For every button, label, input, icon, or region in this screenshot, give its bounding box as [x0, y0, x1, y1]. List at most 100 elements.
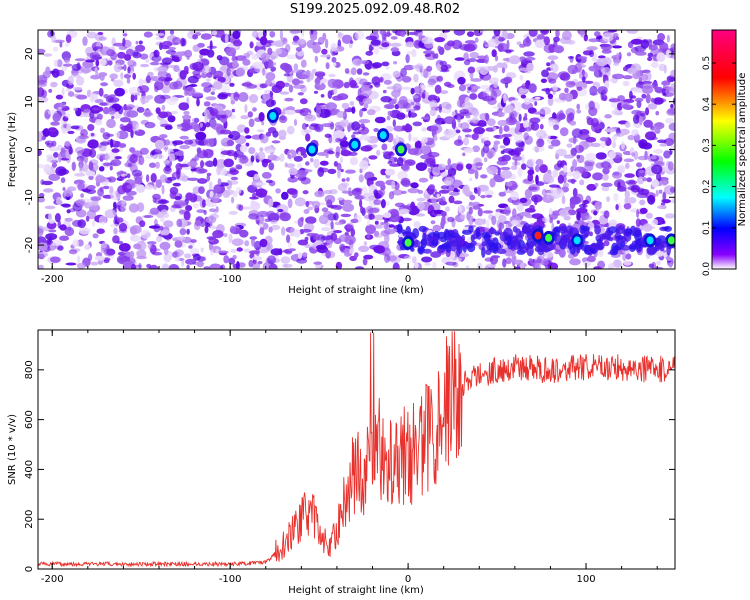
noise-speckle — [159, 229, 170, 236]
noise-speckle — [563, 165, 568, 173]
noise-speckle — [120, 204, 127, 213]
noise-speckle — [364, 171, 375, 181]
noise-speckle — [122, 37, 126, 47]
noise-speckle — [134, 129, 146, 136]
noise-speckle — [550, 63, 556, 72]
noise-speckle — [387, 151, 395, 157]
colorbar: 0.0 0.1 0.2 0.3 0.4 0.5 Normalized spectral am… — [702, 29, 748, 276]
noise-speckle — [608, 150, 616, 160]
noise-speckle — [462, 185, 471, 195]
noise-speckle — [528, 83, 537, 94]
top-x-tick-label: 100 — [576, 274, 595, 285]
colorbar-tick-label: 0.5 — [702, 56, 712, 70]
noise-speckle — [381, 42, 390, 48]
noise-speckle — [519, 74, 524, 81]
noise-speckle — [161, 57, 173, 65]
noise-speckle — [553, 163, 562, 171]
noise-speckle — [552, 112, 557, 120]
noise-speckle — [193, 117, 200, 124]
noise-speckle — [463, 147, 474, 153]
colorbar-tick-label: 0.1 — [702, 221, 712, 235]
noise-speckle — [382, 212, 392, 219]
noise-speckle — [645, 156, 653, 160]
noise-speckle — [184, 49, 193, 58]
noise-speckle — [111, 148, 120, 153]
noise-speckle — [531, 194, 543, 203]
noise-speckle — [116, 240, 124, 245]
noise-speckle — [424, 91, 429, 99]
noise-speckle — [182, 114, 192, 120]
noise-speckle — [302, 153, 308, 159]
noise-speckle — [218, 250, 229, 254]
noise-speckle — [349, 79, 357, 88]
noise-speckle — [546, 192, 551, 201]
noise-speckle — [524, 127, 532, 132]
noise-speckle — [150, 173, 157, 183]
noise-speckle — [585, 152, 597, 162]
noise-speckle — [375, 180, 385, 187]
noise-speckle — [351, 121, 361, 131]
noise-speckle — [434, 37, 445, 43]
noise-speckle — [167, 176, 177, 181]
noise-speckle — [553, 188, 564, 198]
noise-speckle — [469, 177, 473, 182]
noise-speckle — [424, 262, 432, 266]
noise-speckle — [342, 203, 355, 212]
noise-speckle — [100, 58, 107, 66]
noise-speckle — [661, 165, 667, 172]
bottom-y-tick-label: 400 — [24, 460, 35, 479]
noise-speckle — [511, 255, 517, 262]
noise-speckle — [569, 199, 576, 209]
noise-speckle — [154, 94, 166, 104]
noise-speckle — [647, 194, 656, 205]
noise-speckle — [120, 72, 124, 80]
noise-speckle — [50, 239, 63, 246]
noise-speckle — [555, 30, 560, 38]
noise-speckle — [494, 55, 499, 62]
noise-speckle — [363, 241, 368, 246]
noise-speckle — [86, 209, 97, 220]
noise-speckle — [404, 255, 412, 260]
noise-speckle — [48, 88, 53, 93]
top-x-tick-label: 0 — [405, 274, 411, 285]
noise-speckle — [314, 72, 326, 77]
noise-speckle — [408, 110, 412, 118]
noise-speckle — [163, 252, 172, 263]
noise-speckle — [440, 185, 449, 190]
noise-speckle — [534, 146, 539, 153]
noise-speckle — [448, 191, 460, 196]
noise-speckle — [256, 129, 265, 133]
noise-speckle — [267, 47, 273, 56]
noise-speckle — [64, 140, 71, 147]
noise-speckle — [461, 102, 474, 112]
noise-speckle — [257, 210, 269, 218]
noise-speckle — [421, 36, 434, 45]
noise-speckle — [65, 34, 72, 43]
noise-speckle — [63, 57, 71, 63]
noise-speckle — [601, 185, 610, 192]
noise-speckle — [472, 201, 480, 205]
noise-speckle — [142, 112, 154, 116]
noise-speckle — [390, 36, 398, 40]
noise-speckle — [583, 261, 591, 267]
noise-speckle — [38, 253, 45, 260]
noise-speckle — [566, 40, 576, 45]
noise-speckle — [512, 208, 517, 219]
noise-speckle — [305, 133, 311, 142]
noise-speckle — [90, 74, 101, 80]
noise-speckle — [471, 133, 479, 141]
noise-speckle — [420, 145, 431, 155]
noise-speckle — [87, 185, 96, 190]
noise-speckle — [99, 102, 109, 106]
noise-speckle — [340, 150, 352, 157]
noise-speckle — [485, 127, 496, 132]
noise-speckle — [90, 261, 99, 266]
noise-speckle — [277, 208, 284, 213]
noise-speckle — [542, 217, 550, 223]
noise-speckle — [454, 188, 461, 193]
noise-speckle — [102, 185, 110, 190]
band-speckle — [583, 233, 589, 238]
noise-speckle — [665, 117, 674, 124]
noise-speckle — [466, 58, 477, 63]
noise-speckle — [426, 65, 433, 72]
